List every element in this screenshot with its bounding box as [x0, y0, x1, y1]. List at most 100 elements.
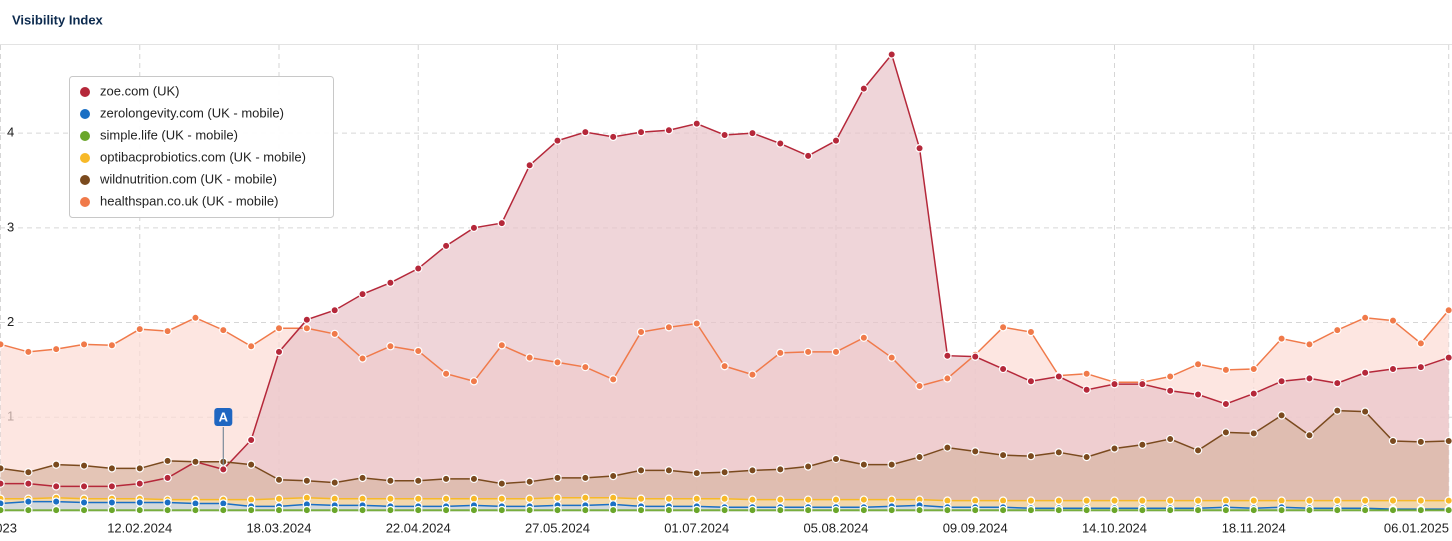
point [831, 454, 841, 464]
point [246, 460, 256, 469]
point [302, 476, 312, 485]
point [664, 505, 674, 515]
point [163, 505, 172, 515]
point [1082, 452, 1091, 462]
point [525, 477, 534, 486]
x-tick-label: 06.01.2025 [1384, 520, 1449, 535]
point [1444, 505, 1452, 515]
point [776, 348, 785, 358]
point [664, 466, 674, 475]
legend-item[interactable]: zerolongevity.com (UK - mobile) [80, 105, 284, 120]
point [776, 139, 785, 148]
point [497, 218, 506, 228]
point [859, 333, 869, 342]
point [1165, 372, 1175, 381]
point [302, 315, 312, 324]
legend[interactable]: zoe.com (UK) zerolongevity.com (UK - mobi… [69, 76, 334, 218]
point [664, 494, 674, 503]
point [1388, 496, 1398, 505]
point [1388, 505, 1398, 515]
point [971, 447, 980, 456]
point [414, 494, 423, 503]
point [1277, 505, 1286, 515]
point [609, 471, 618, 481]
legend-marker [80, 87, 90, 97]
point [1221, 428, 1231, 437]
point [1333, 378, 1342, 388]
legend-item[interactable]: simple.life (UK - mobile) [80, 127, 238, 142]
legend-item[interactable]: wildnutrition.com (UK - mobile) [80, 171, 277, 186]
x-tick-label: 01.07.2024 [664, 520, 729, 535]
point [246, 342, 256, 351]
point [664, 323, 674, 332]
point [831, 136, 841, 145]
point [1388, 364, 1398, 374]
point [581, 362, 590, 372]
point [525, 494, 534, 503]
point [748, 370, 757, 379]
point [1165, 496, 1175, 505]
point [1305, 431, 1314, 440]
point [692, 505, 701, 515]
point [525, 505, 534, 515]
point [441, 494, 451, 503]
point [1193, 446, 1203, 455]
point [330, 478, 339, 487]
point [1054, 496, 1064, 505]
point [1221, 365, 1231, 375]
legend-marker [80, 109, 90, 119]
point [803, 505, 813, 515]
point [1416, 505, 1426, 515]
point [1277, 334, 1286, 343]
point [358, 473, 367, 483]
point [943, 505, 952, 515]
legend-item[interactable]: optibacprobiotics.com (UK - mobile) [80, 149, 306, 164]
legend-item[interactable]: zoe.com (UK) [80, 83, 179, 98]
point [971, 352, 980, 361]
point [720, 505, 729, 515]
point [636, 127, 646, 137]
point [1054, 505, 1064, 515]
point [52, 497, 61, 506]
point [1026, 451, 1036, 461]
point [1221, 399, 1231, 409]
point [943, 443, 952, 452]
point [943, 374, 952, 383]
point [1193, 496, 1203, 505]
point [135, 324, 144, 334]
point [692, 119, 701, 128]
point [79, 482, 89, 491]
area [0, 410, 1449, 512]
point [330, 306, 339, 315]
point [107, 341, 117, 350]
point [0, 340, 5, 349]
point [1305, 340, 1314, 349]
annotation-flag [214, 408, 233, 426]
point [191, 457, 200, 466]
point [274, 324, 284, 333]
point [107, 482, 117, 491]
point [24, 479, 33, 488]
point [1082, 385, 1091, 395]
point [1444, 306, 1452, 315]
point [163, 456, 172, 466]
point [831, 495, 841, 504]
point [887, 50, 896, 59]
point [302, 505, 312, 515]
point [553, 473, 562, 483]
point [274, 475, 284, 484]
y-tick-label: 4 [7, 125, 14, 140]
point [191, 505, 200, 515]
point [386, 342, 395, 351]
point [859, 495, 869, 504]
point [859, 505, 869, 515]
point [441, 241, 451, 251]
point [219, 465, 228, 474]
point [0, 505, 5, 515]
legend-item[interactable]: healthspan.co.uk (UK - mobile) [80, 193, 278, 208]
point [720, 468, 729, 477]
point [859, 84, 869, 93]
point [52, 344, 61, 354]
annotation-label: A [219, 409, 229, 424]
